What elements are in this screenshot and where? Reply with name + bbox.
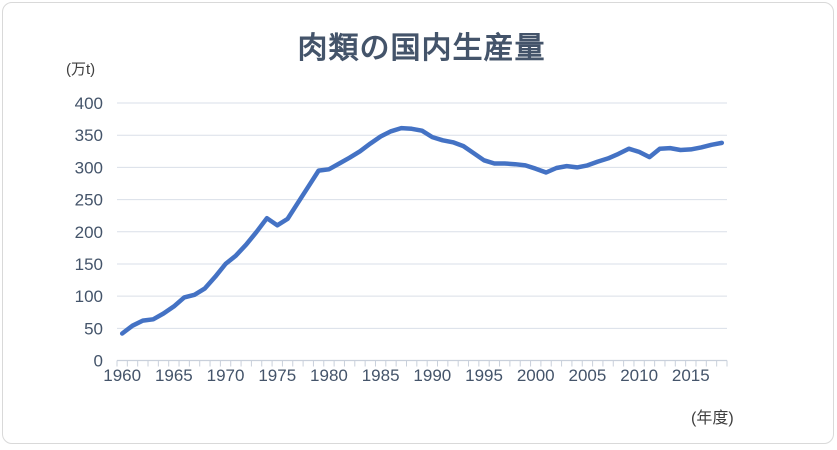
svg-text:400: 400 [75,94,103,113]
chart-frame: 肉類の国内生産量 (万t) (年度) 0 50 100 150 200 250 300 350… [2,2,834,444]
svg-text:1970: 1970 [207,366,245,385]
x-axis [116,359,728,367]
svg-text:1995: 1995 [465,366,503,385]
x-axis-unit-label: (年度) [691,410,734,427]
svg-text:1985: 1985 [362,366,400,385]
svg-text:1990: 1990 [413,366,451,385]
svg-text:2000: 2000 [517,366,555,385]
svg-text:0: 0 [94,352,103,371]
svg-text:2015: 2015 [672,366,710,385]
chart-title: 肉類の国内生産量 [297,32,546,65]
svg-text:100: 100 [75,287,103,306]
svg-text:50: 50 [84,319,103,338]
svg-text:250: 250 [75,191,103,210]
svg-text:200: 200 [75,223,103,242]
svg-text:2005: 2005 [569,366,607,385]
svg-text:1975: 1975 [258,366,296,385]
svg-text:300: 300 [75,158,103,177]
svg-text:150: 150 [75,255,103,274]
gridlines [117,102,727,329]
line-chart-plot: 0 50 100 150 200 250 300 350 400 1960 1965 1970 1975… [75,94,728,385]
y-axis-labels: 0 50 100 150 200 250 300 350 400 [75,94,103,371]
svg-text:1960: 1960 [103,366,141,385]
svg-text:2010: 2010 [620,366,658,385]
svg-text:1980: 1980 [310,366,348,385]
svg-text:1965: 1965 [155,366,193,385]
x-axis-labels: 1960 1965 1970 1975 1980 1985 1990 1995 2000 2005… [103,366,709,385]
data-line-meat-production [119,125,725,336]
y-axis-unit-label: (万t) [66,61,96,78]
svg-text:350: 350 [75,126,103,145]
